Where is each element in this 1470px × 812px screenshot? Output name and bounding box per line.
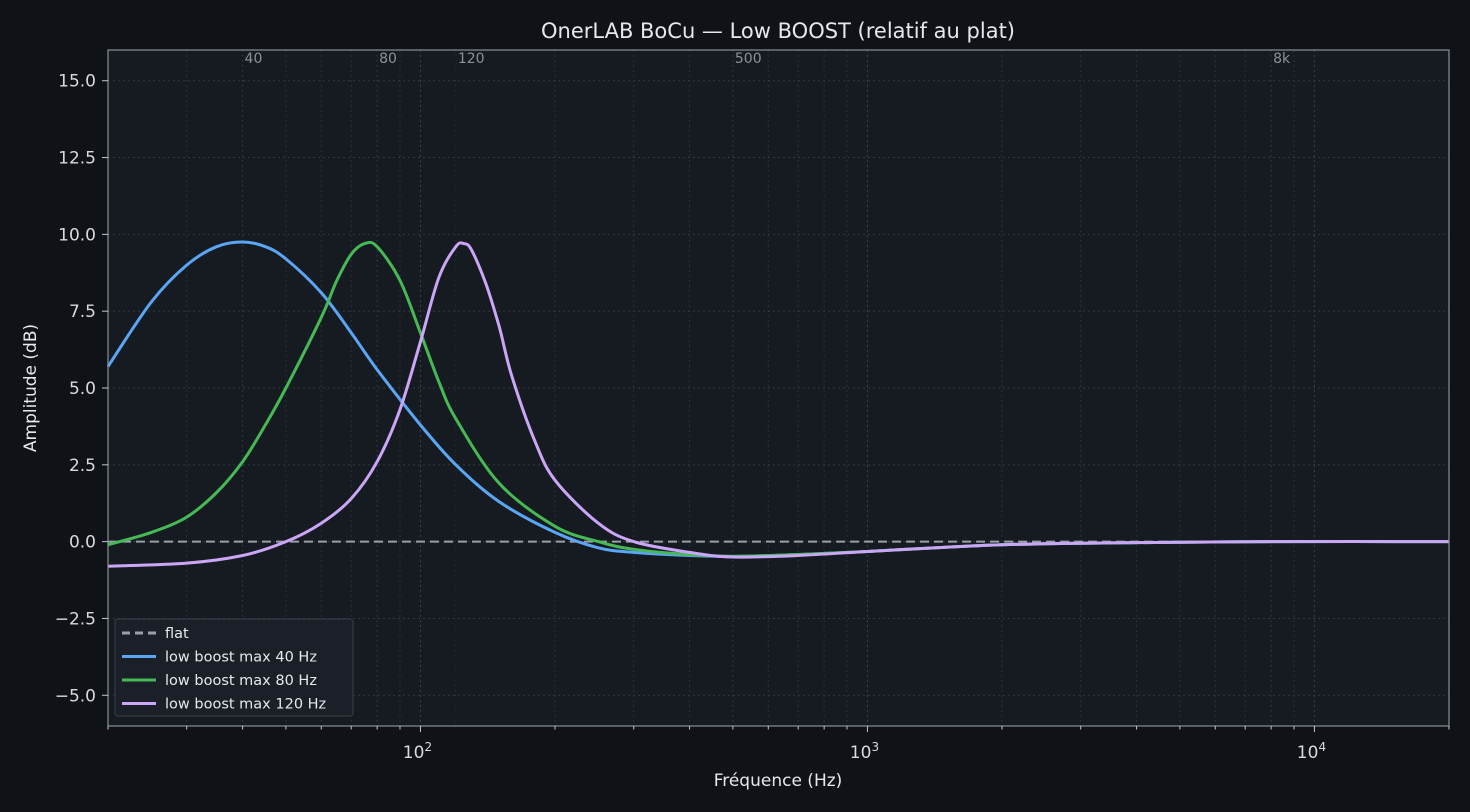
y-tick-label: 0.0: [69, 533, 96, 553]
legend-entry-label: flat: [165, 626, 189, 642]
y-tick-label: 15.0: [58, 72, 96, 92]
chart-title: OnerLAB BoCu — Low BOOST (relatif au pla…: [541, 19, 1015, 43]
grid: [107, 50, 1450, 726]
x-tick-label: 104: [1297, 740, 1326, 763]
y-tick-label: 12.5: [58, 149, 96, 169]
y-tick-label: 7.5: [69, 302, 96, 322]
legend-entry-label: low boost max 120 Hz: [165, 697, 326, 713]
y-tick-label: 10.0: [58, 225, 96, 245]
series-lines: [106, 240, 1450, 568]
legend-box: [114, 618, 354, 717]
legend-entry-label: low boost max 80 Hz: [165, 673, 317, 689]
y-tick-label: −5.0: [55, 686, 96, 706]
annotation-label: 8k: [1273, 51, 1291, 67]
annotation-label: 120: [458, 51, 485, 67]
annotation-label: 500: [735, 51, 762, 67]
series-line-low-boost-max-120-hz: [107, 241, 1450, 568]
legend: flat low boost max 40 Hz low boost max 80 …: [114, 618, 354, 717]
y-tick-label: 2.5: [69, 456, 96, 476]
x-tick-label: 102: [403, 740, 432, 763]
frequency-annotations: 40 80 120 500 8k: [242, 50, 1291, 726]
x-axis-label: Fréquence (Hz): [714, 771, 843, 791]
x-tick-label: 103: [850, 740, 879, 763]
y-tick-label: −2.5: [55, 609, 96, 629]
y-axis-label: Amplitude (dB): [21, 324, 41, 452]
axis-ticks: −5.0 −2.5 0.0 2.5 5.0 7.5 10.0 12.5 15.0 102 103 10…: [55, 72, 1450, 763]
y-tick-label: 5.0: [69, 379, 96, 399]
annotation-label: 40: [245, 51, 263, 67]
legend-entry-label: low boost max 40 Hz: [165, 650, 317, 666]
annotation-label: 80: [379, 51, 397, 67]
